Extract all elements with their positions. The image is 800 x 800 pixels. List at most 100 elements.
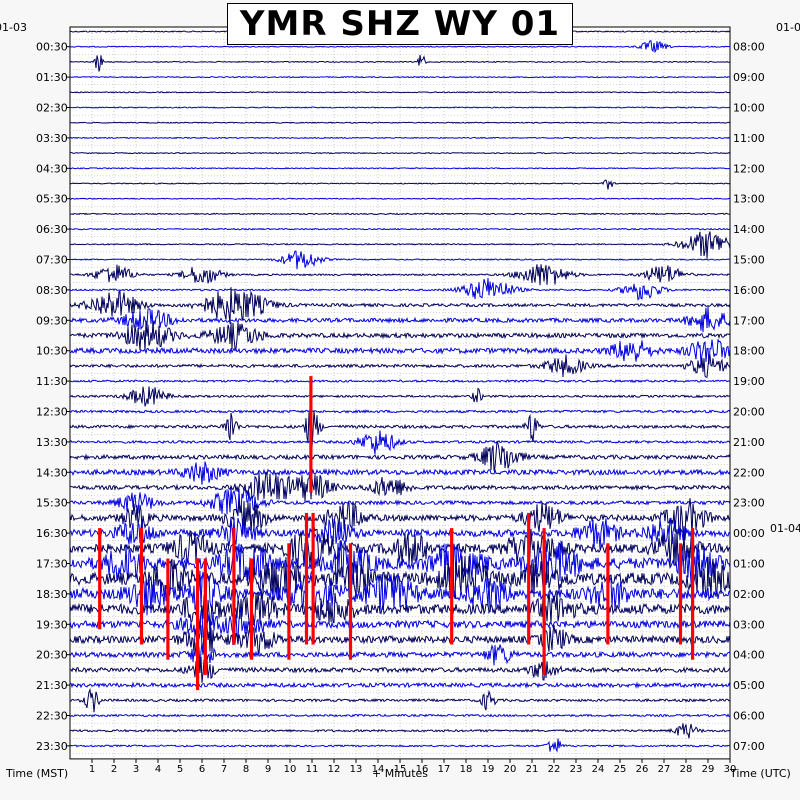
seismic-trace	[69, 555, 731, 602]
seismic-trace	[69, 379, 731, 383]
x-tick-label: 6	[199, 764, 205, 775]
x-tick-label: 10	[284, 764, 297, 775]
seismic-trace	[69, 517, 731, 550]
clipped-event-mark	[450, 528, 454, 645]
seismic-trace	[69, 167, 731, 170]
x-tick-label: 19	[482, 764, 495, 775]
right-time-label: 18:00	[733, 345, 765, 358]
left-time-label: 03:30	[36, 132, 68, 145]
left-time-label: 09:30	[36, 314, 68, 327]
clipped-event-mark	[304, 512, 309, 645]
chart-title: YMR SHZ WY 01	[227, 3, 573, 45]
x-tick-label: 20	[504, 764, 517, 775]
clipped-event-mark	[196, 558, 200, 691]
left-time-label: 19:30	[36, 618, 68, 631]
x-tick-label: 29	[702, 764, 715, 775]
x-tick-label: 2	[111, 764, 117, 775]
seismic-trace	[69, 320, 731, 352]
clipped-event-mark	[691, 528, 695, 660]
left-time-label: 04:30	[36, 162, 68, 175]
seismic-trace	[69, 250, 731, 270]
left-time-label: 16:30	[36, 527, 68, 540]
right-date-label-top: 01-0	[776, 21, 800, 34]
seismic-trace	[69, 278, 731, 301]
right-time-label: 15:00	[733, 254, 765, 267]
clipped-event-mark	[542, 528, 546, 675]
seismic-trace	[69, 738, 731, 753]
clipped-event-mark	[527, 512, 531, 645]
clipped-event-mark	[166, 558, 170, 660]
right-time-label: 02:00	[733, 588, 765, 601]
right-time-label: 01:00	[733, 558, 765, 571]
seismic-trace	[69, 430, 731, 455]
left-time-label: 17:30	[36, 558, 68, 571]
seismic-trace	[69, 590, 731, 630]
right-time-label: 21:00	[733, 436, 765, 449]
seismic-trace	[69, 212, 731, 216]
right-time-label: 17:00	[733, 314, 765, 327]
right-time-label: 23:00	[733, 497, 765, 510]
seismic-trace	[69, 151, 731, 155]
x-tick-label: 9	[265, 764, 271, 775]
seismic-trace	[69, 306, 731, 333]
right-time-label: 04:00	[733, 649, 765, 662]
seismic-trace	[69, 713, 731, 718]
x-tick-label: 4	[155, 764, 161, 775]
x-tick-label: 16	[416, 764, 429, 775]
x-tick-label: 7	[221, 764, 227, 775]
left-time-label: 15:30	[36, 497, 68, 510]
clipped-event-mark	[98, 528, 102, 630]
right-time-label: 14:00	[733, 223, 765, 236]
left-time-label: 08:30	[36, 284, 68, 297]
seismic-trace	[69, 461, 731, 485]
left-time-label: 12:30	[36, 406, 68, 419]
label-layer: 1 2 3 4 5 6 7 8 9 10 11 12 13 14 15 16 17 18 19 20 21 22 23 24 2…	[36, 41, 765, 775]
x-tick-label: 21	[526, 764, 539, 775]
right-time-label: 05:00	[733, 679, 765, 692]
left-time-label: 21:30	[36, 679, 68, 692]
x-tick-label: 27	[658, 764, 671, 775]
right-time-label: 07:00	[733, 740, 765, 753]
x-tick-label: 22	[548, 764, 561, 775]
seismic-trace	[69, 287, 731, 324]
seismic-trace	[69, 723, 731, 739]
y-axis-left-label: Time (MST)	[5, 767, 68, 780]
left-time-label: 10:30	[36, 345, 68, 358]
clipped-event-mark	[232, 528, 236, 645]
seismic-trace	[69, 405, 731, 449]
clipped-event-mark	[203, 558, 207, 675]
seismic-trace	[69, 681, 731, 689]
seismic-trace	[69, 656, 731, 683]
right-time-label: 22:00	[733, 466, 765, 479]
right-time-label: 20:00	[733, 406, 765, 419]
clipped-event-mark	[606, 543, 610, 645]
seismic-trace	[69, 624, 731, 655]
seismic-trace	[69, 179, 731, 190]
seismic-trace	[69, 409, 731, 414]
seismic-trace	[69, 231, 731, 259]
left-time-label: 11:30	[36, 375, 68, 388]
seismic-trace	[69, 569, 731, 616]
seismic-trace	[69, 608, 731, 640]
left-time-label: 23:30	[36, 740, 68, 753]
x-tick-label: 30	[724, 764, 737, 775]
x-tick-label: 5	[177, 764, 183, 775]
right-time-label: 03:00	[733, 618, 765, 631]
x-tick-label: 11	[306, 764, 319, 775]
seismic-trace	[69, 540, 731, 586]
x-tick-label: 12	[328, 764, 341, 775]
seismic-trace	[69, 40, 731, 54]
seismic-trace	[69, 498, 731, 537]
x-tick-label: 14	[372, 764, 385, 775]
right-time-label: 06:00	[733, 710, 765, 723]
x-tick-label: 18	[460, 764, 473, 775]
left-time-label: 13:30	[36, 436, 68, 449]
left-time-label: 22:30	[36, 710, 68, 723]
x-tick-label: 13	[350, 764, 363, 775]
seismic-trace	[69, 386, 731, 407]
seismic-trace	[69, 121, 731, 124]
clipped-event-mark	[348, 543, 353, 660]
left-time-label: 02:30	[36, 102, 68, 115]
x-tick-label: 26	[636, 764, 649, 775]
